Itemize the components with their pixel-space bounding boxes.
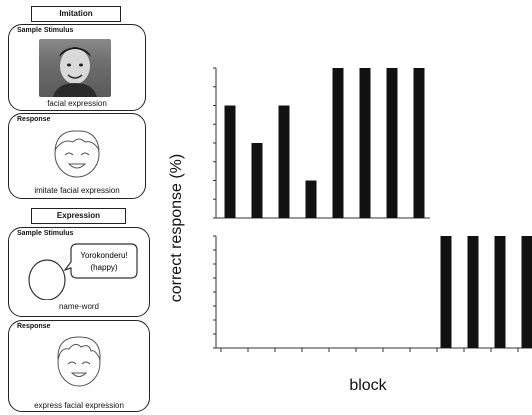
face-photo-icon <box>53 47 97 97</box>
smiling-face-drawing-icon <box>54 130 100 178</box>
face-photo <box>39 39 111 97</box>
panel-caption: facial expression <box>47 99 107 108</box>
bar-imitation-block-3 <box>278 105 290 218</box>
speech-bubble-icon <box>63 243 138 279</box>
panel-title: Response <box>17 323 51 330</box>
bar-imitation-block-1 <box>224 105 236 218</box>
x-axis-label: block <box>349 377 387 394</box>
bar-expression-block-11 <box>494 236 506 348</box>
chart-panel-imitation <box>213 67 430 219</box>
head-outline-icon <box>28 259 66 300</box>
bar-imitation-block-5 <box>332 68 344 218</box>
bar-imitation-block-6 <box>359 68 371 218</box>
panel-title: Sample Stimulus <box>17 27 74 34</box>
panel-title: Sample Stimulus <box>17 230 74 237</box>
panel-caption: express facial expression <box>34 401 124 410</box>
imitation-header: Imitation <box>31 6 121 22</box>
bar-expression-block-10 <box>467 236 479 348</box>
bubble-line-1: Yorokonderu! <box>80 251 127 260</box>
expression-stimulus-panel: Sample Stimulus Yorokonderu! (happy) nam… <box>8 227 150 317</box>
chart-panel-expression <box>213 235 532 352</box>
bar-imitation-block-2 <box>251 143 263 218</box>
panel-caption: name-word <box>58 302 99 311</box>
y-axis-label: correct response (%) <box>168 154 185 303</box>
expression-response-panel: Response express facial expression <box>8 320 150 412</box>
bar-imitation-block-4 <box>305 180 317 218</box>
bubble-line-2: (happy) <box>90 263 117 272</box>
expression-header: Expression <box>31 208 126 224</box>
smiling-boy-drawing-icon <box>57 336 101 387</box>
imitation-response-panel: Response imitate facial expression <box>8 113 146 199</box>
bar-expression-block-12 <box>521 236 532 348</box>
bar-expression-block-9 <box>440 236 452 348</box>
speech-bubble-drawing: Yorokonderu! (happy) <box>28 243 138 300</box>
panel-title: Response <box>17 116 51 123</box>
bar-imitation-block-8 <box>413 68 425 218</box>
bar-imitation-block-7 <box>386 68 398 218</box>
panel-caption: imitate facial expression <box>34 186 120 195</box>
imitation-stimulus-panel: Sample Stimulus facial expression <box>8 24 146 111</box>
